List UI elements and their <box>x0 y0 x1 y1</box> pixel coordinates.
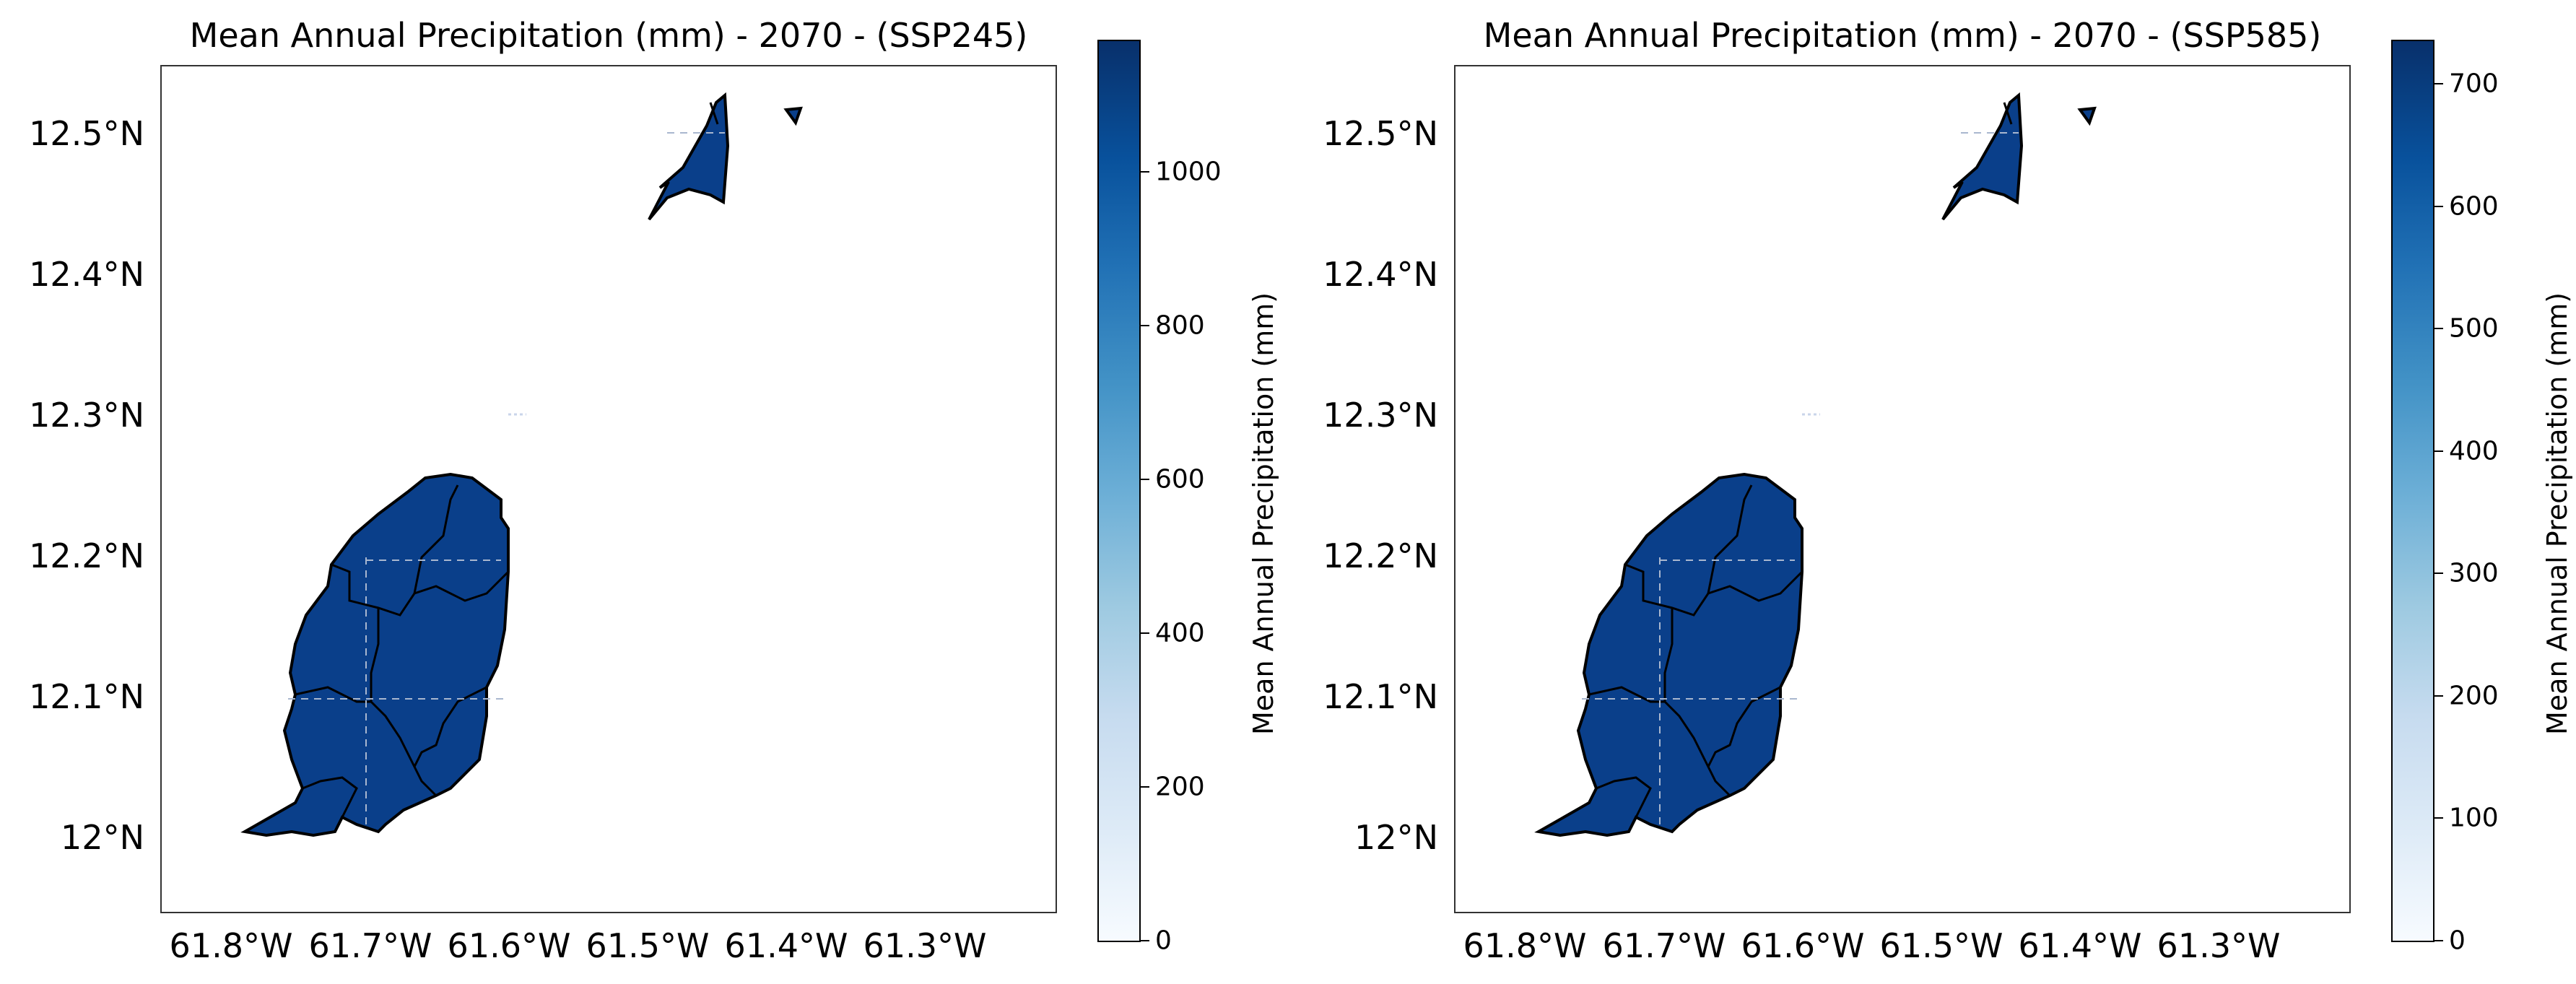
colorbar-tick-label: 1000 <box>1155 157 1222 187</box>
colorbar-tick-label: 500 <box>2449 313 2499 344</box>
parish-boundary <box>1588 686 1731 797</box>
lon-tick: 61.6°W <box>1741 926 1865 965</box>
lat-tick: 12.2°N <box>29 536 144 575</box>
island-petite-martinique <box>2077 106 2097 126</box>
lat-tick: 12.3°N <box>29 396 144 435</box>
island-petite-martinique <box>783 106 803 126</box>
lon-tick: 61.6°W <box>447 926 571 965</box>
colorbar-label: Mean Annual Precipitation (mm) <box>1248 292 1279 735</box>
lon-tick: 61.5°W <box>1879 926 2003 965</box>
lat-tick: 12.1°N <box>29 677 144 716</box>
parish-boundary <box>1596 776 1652 818</box>
coast-line <box>2003 102 2013 125</box>
map-frame <box>1454 65 2351 913</box>
parish-boundary <box>1624 563 1803 617</box>
parish-boundary <box>413 484 459 594</box>
colorbar-tick-label: 200 <box>1155 772 1205 802</box>
parish-boundary <box>331 563 510 617</box>
colorbar-tick <box>1139 940 1149 941</box>
lat-tick: 12°N <box>1354 818 1438 857</box>
lon-tick: 61.3°W <box>2157 926 2281 965</box>
colorbar-tick <box>2433 450 2443 452</box>
colorbar-tick <box>1139 632 1149 635</box>
colorbar-tick-label: 700 <box>2449 69 2499 99</box>
lat-tick: 12°N <box>61 818 144 857</box>
colorbar-tick <box>2433 83 2443 85</box>
map-title: Mean Annual Precipitation (mm) - 2070 - … <box>1483 16 2322 55</box>
parish-boundary <box>302 776 358 818</box>
lon-tick: 61.5°W <box>586 926 710 965</box>
lon-tick: 61.7°W <box>1602 926 1726 965</box>
map-canvas <box>240 92 803 837</box>
lat-tick: 12.5°N <box>1323 114 1438 153</box>
colorbar-tick-label: 100 <box>2449 803 2499 833</box>
lon-tick: 61.8°W <box>169 926 293 965</box>
colorbar-tick-label: 800 <box>1155 310 1205 341</box>
island-carriacou <box>648 92 730 221</box>
colorbar-tick <box>2433 695 2443 697</box>
map-canvas <box>1534 92 2097 837</box>
colorbar-tick <box>1139 786 1149 788</box>
parish-boundary <box>295 686 438 797</box>
colorbar-tick <box>1139 479 1149 481</box>
colorbar <box>2391 40 2434 942</box>
island-carriacou <box>1941 92 2024 221</box>
lat-tick: 12.4°N <box>1323 255 1438 294</box>
lat-tick: 12.4°N <box>29 255 144 294</box>
map-frame <box>160 65 1057 913</box>
lon-tick: 61.7°W <box>308 926 432 965</box>
coast-line <box>709 102 719 125</box>
colorbar-tick-label: 400 <box>1155 618 1205 648</box>
map-panel-ssp585: Mean Annual Precipitation (mm) - 2070 - … <box>1294 0 2576 984</box>
colorbar-tick-label: 300 <box>2449 558 2499 588</box>
parish-boundary <box>1663 608 1674 702</box>
colorbar-tick-label: 600 <box>1155 464 1205 495</box>
colorbar-tick-label: 0 <box>2449 926 2466 956</box>
colorbar-tick <box>1139 171 1149 173</box>
lon-tick: 61.4°W <box>2018 926 2142 965</box>
colorbar-tick <box>1139 325 1149 327</box>
parish-boundary <box>370 608 380 702</box>
colorbar-label: Mean Annual Precipitation (mm) <box>2541 292 2573 735</box>
colorbar <box>1097 40 1141 942</box>
lon-tick: 61.4°W <box>724 926 848 965</box>
lat-tick: 12.1°N <box>1323 677 1438 716</box>
parish-boundary <box>1707 484 1753 594</box>
lon-tick: 61.8°W <box>1463 926 1587 965</box>
lat-tick: 12.3°N <box>1323 396 1438 435</box>
colorbar-tick <box>2433 572 2443 575</box>
lon-tick: 61.3°W <box>863 926 987 965</box>
colorbar-tick-label: 200 <box>2449 681 2499 711</box>
colorbar-tick <box>2433 328 2443 330</box>
colorbar-tick-label: 0 <box>1155 926 1172 956</box>
colorbar-tick <box>2433 817 2443 819</box>
map-panel-ssp245: Mean Annual Precipitation (mm) - 2070 - … <box>29 16 1279 965</box>
colorbar-tick-label: 600 <box>2449 191 2499 222</box>
lat-tick: 12.2°N <box>1323 536 1438 575</box>
lat-tick: 12.5°N <box>29 114 144 153</box>
colorbar-tick-label: 400 <box>2449 436 2499 466</box>
colorbar-tick <box>2433 940 2443 941</box>
map-title: Mean Annual Precipitation (mm) - 2070 - … <box>189 16 1028 55</box>
colorbar-tick <box>2433 205 2443 207</box>
